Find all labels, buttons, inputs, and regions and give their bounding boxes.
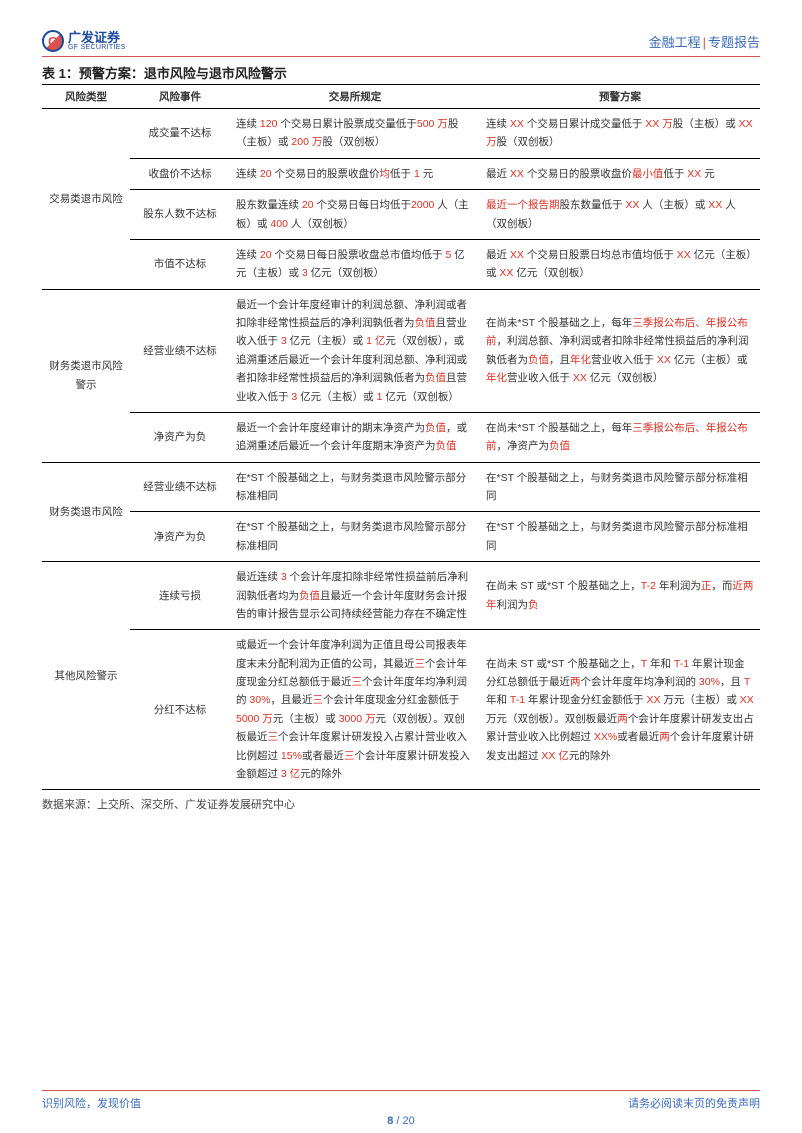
cell-type: 财务类退市风险警示 [42,289,130,462]
cell-rule: 股东数量连续 20 个交易日每日均低于2000 人（主板）或 400 人（双创板… [230,190,480,240]
table-row: 市值不达标 连续 20 个交易日每日股票收盘总市值均低于 5 亿元（主板）或 3… [42,239,760,289]
col-event: 风险事件 [130,85,230,109]
page-footer: 识别风险，发现价值 请务必阅读末页的免责声明 [42,1090,760,1111]
data-source: 数据来源：上交所、深交所、广发证券发展研究中心 [42,796,760,812]
header-type: 专题报告 [708,35,760,50]
header-category: 金融工程 [649,35,701,50]
table-row: 财务类退市风险警示 经营业绩不达标 最近一个会计年度经审计的利润总额、净利润或者… [42,289,760,412]
col-risk-type: 风险类型 [42,85,130,109]
cell-type: 其他风险警示 [42,562,130,790]
table-row: 其他风险警示 连续亏损 最近连续 3 个会计年度扣除非经常性损益前后净利润孰低者… [42,562,760,630]
page-number: 8 / 20 [0,1115,802,1127]
cell-warn: 在尚未 ST 或*ST 个股基础之上，T-2 年利润为正，而近两年利润为负 [480,562,760,630]
header-right: 金融工程|专题报告 [649,32,760,51]
table-title: 表 1：预警方案：退市风险与退市风险警示 [42,63,760,82]
cell-rule: 最近一个会计年度经审计的期末净资产为负值，或追溯重述后最近一个会计年度期末净资产… [230,412,480,462]
cell-event: 股东人数不达标 [130,190,230,240]
logo-icon: G [42,30,64,52]
cell-warn: 最近一个报告期股东数量低于 XX 人（主板）或 XX 人（双创板） [480,190,760,240]
cell-type: 财务类退市风险 [42,462,130,562]
cell-rule: 连续 120 个交易日累计股票成交量低于500 万股（主板）或 200 万股（双… [230,109,480,159]
table-row: 财务类退市风险 经营业绩不达标 在*ST 个股基础之上，与财务类退市风险警示部分… [42,462,760,512]
cell-event: 分红不达标 [130,630,230,790]
logo: G 广发证券 GF SECURITIES [42,30,126,52]
col-rule: 交易所规定 [230,85,480,109]
logo-cn: 广发证券 [68,31,126,44]
footer-right: 请务必阅读末页的免责声明 [628,1095,760,1111]
cell-event: 收盘价不达标 [130,158,230,189]
header-sep: | [703,35,706,50]
cell-warn: 最近 XX 个交易日的股票收盘价最小值低于 XX 元 [480,158,760,189]
page: G 广发证券 GF SECURITIES 金融工程|专题报告 表 1：预警方案：… [0,0,802,1133]
page-sep: / [393,1115,402,1127]
cell-warn: 在*ST 个股基础之上，与财务类退市风险警示部分标准相同 [480,512,760,562]
table-row: 收盘价不达标 连续 20 个交易日的股票收盘价均低于 1 元 最近 XX 个交易… [42,158,760,189]
cell-event: 经营业绩不达标 [130,289,230,412]
cell-warn: 在尚未*ST 个股基础之上，每年三季报公布后、年报公布前，利润总额、净利润或者扣… [480,289,760,412]
cell-type: 交易类退市风险 [42,109,130,290]
col-warning: 预警方案 [480,85,760,109]
cell-rule: 在*ST 个股基础之上，与财务类退市风险警示部分标准相同 [230,462,480,512]
table-row: 分红不达标 或最近一个会计年度净利润为正值且母公司报表年度末未分配利润为正值的公… [42,630,760,790]
page-header: G 广发证券 GF SECURITIES 金融工程|专题报告 [42,30,760,57]
logo-text: 广发证券 GF SECURITIES [68,31,126,51]
table-row: 交易类退市风险 成交量不达标 连续 120 个交易日累计股票成交量低于500 万… [42,109,760,159]
table-row: 净资产为负 在*ST 个股基础之上，与财务类退市风险警示部分标准相同 在*ST … [42,512,760,562]
cell-rule: 最近一个会计年度经审计的利润总额、净利润或者扣除非经常性损益后的净利润孰低者为负… [230,289,480,412]
cell-event: 市值不达标 [130,239,230,289]
cell-warn: 连续 XX 个交易日累计成交量低于 XX 万股（主板）或 XX 万股（双创板） [480,109,760,159]
cell-rule: 最近连续 3 个会计年度扣除非经常性损益前后净利润孰低者均为负值且最近一个会计年… [230,562,480,630]
cell-warn: 最近 XX 个交易日股票日均总市值均低于 XX 亿元（主板）或 XX 亿元（双创… [480,239,760,289]
risk-table: 风险类型 风险事件 交易所规定 预警方案 交易类退市风险 成交量不达标 连续 1… [42,84,760,790]
cell-event: 净资产为负 [130,512,230,562]
logo-en: GF SECURITIES [68,44,126,51]
table-row: 股东人数不达标 股东数量连续 20 个交易日每日均低于2000 人（主板）或 4… [42,190,760,240]
cell-rule: 或最近一个会计年度净利润为正值且母公司报表年度末未分配利润为正值的公司，其最近三… [230,630,480,790]
cell-rule: 在*ST 个股基础之上，与财务类退市风险警示部分标准相同 [230,512,480,562]
cell-rule: 连续 20 个交易日每日股票收盘总市值均低于 5 亿元（主板）或 3 亿元（双创… [230,239,480,289]
table-header-row: 风险类型 风险事件 交易所规定 预警方案 [42,85,760,109]
cell-event: 成交量不达标 [130,109,230,159]
cell-warn: 在*ST 个股基础之上，与财务类退市风险警示部分标准相同 [480,462,760,512]
page-total: 20 [403,1115,415,1127]
cell-event: 经营业绩不达标 [130,462,230,512]
cell-event: 连续亏损 [130,562,230,630]
cell-warn: 在尚未*ST 个股基础之上，每年三季报公布后、年报公布前，净资产为负值 [480,412,760,462]
footer-left: 识别风险，发现价值 [42,1095,141,1111]
cell-warn: 在尚未 ST 或*ST 个股基础之上，T 年和 T-1 年累计现金分红总额低于最… [480,630,760,790]
table-row: 净资产为负 最近一个会计年度经审计的期末净资产为负值，或追溯重述后最近一个会计年… [42,412,760,462]
cell-rule: 连续 20 个交易日的股票收盘价均低于 1 元 [230,158,480,189]
cell-event: 净资产为负 [130,412,230,462]
